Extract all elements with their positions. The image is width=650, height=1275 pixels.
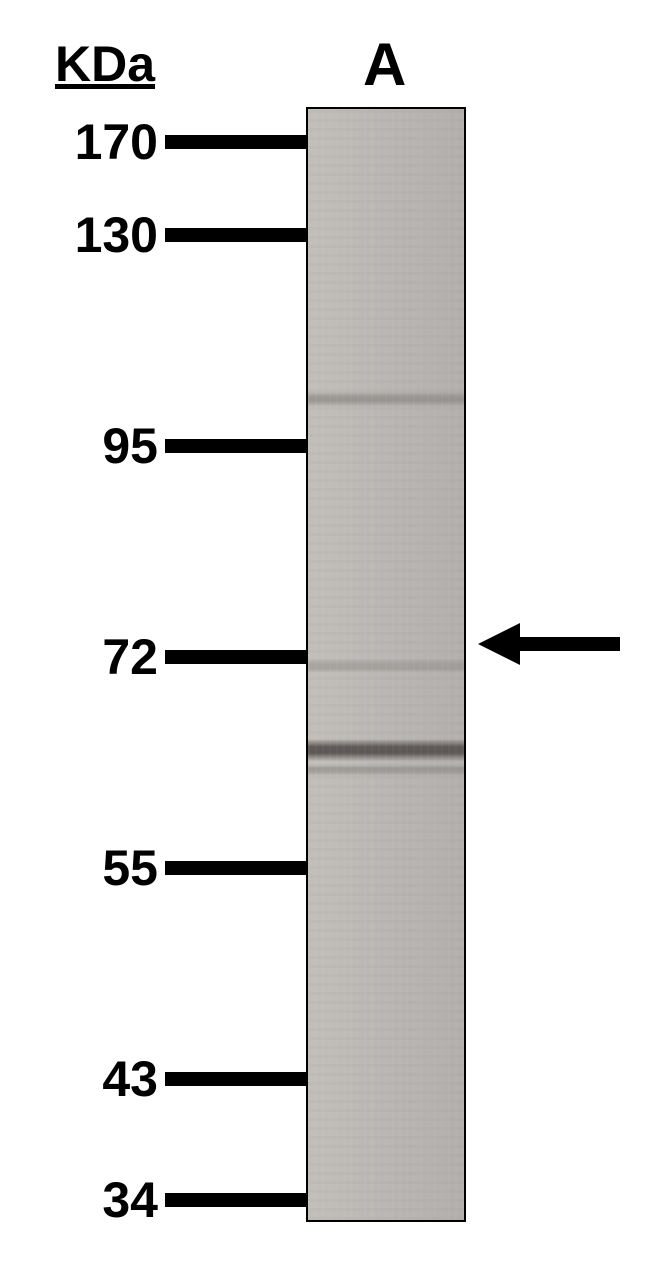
marker-label-34: 34	[102, 1171, 158, 1229]
marker-label-130: 130	[75, 206, 158, 264]
marker-label-43: 43	[102, 1050, 158, 1108]
marker-label-72: 72	[102, 628, 158, 686]
marker-label-95: 95	[102, 417, 158, 475]
marker-tick-55	[165, 861, 310, 875]
lane-a-label: A	[363, 30, 406, 99]
marker-tick-34	[165, 1193, 310, 1207]
blot-figure: KDa 170 130 95 72 55 43 34 A	[0, 0, 650, 1275]
marker-label-55: 55	[102, 839, 158, 897]
lane-a	[306, 107, 466, 1222]
marker-tick-95	[165, 439, 310, 453]
marker-tick-43	[165, 1072, 310, 1086]
arrow-head-icon	[478, 623, 520, 665]
marker-tick-130	[165, 228, 310, 242]
lane-texture	[308, 109, 464, 1220]
marker-label-170: 170	[75, 113, 158, 171]
arrow-shaft	[516, 637, 620, 651]
unit-label: KDa	[55, 35, 155, 93]
marker-tick-170	[165, 135, 310, 149]
marker-tick-72	[165, 650, 310, 664]
